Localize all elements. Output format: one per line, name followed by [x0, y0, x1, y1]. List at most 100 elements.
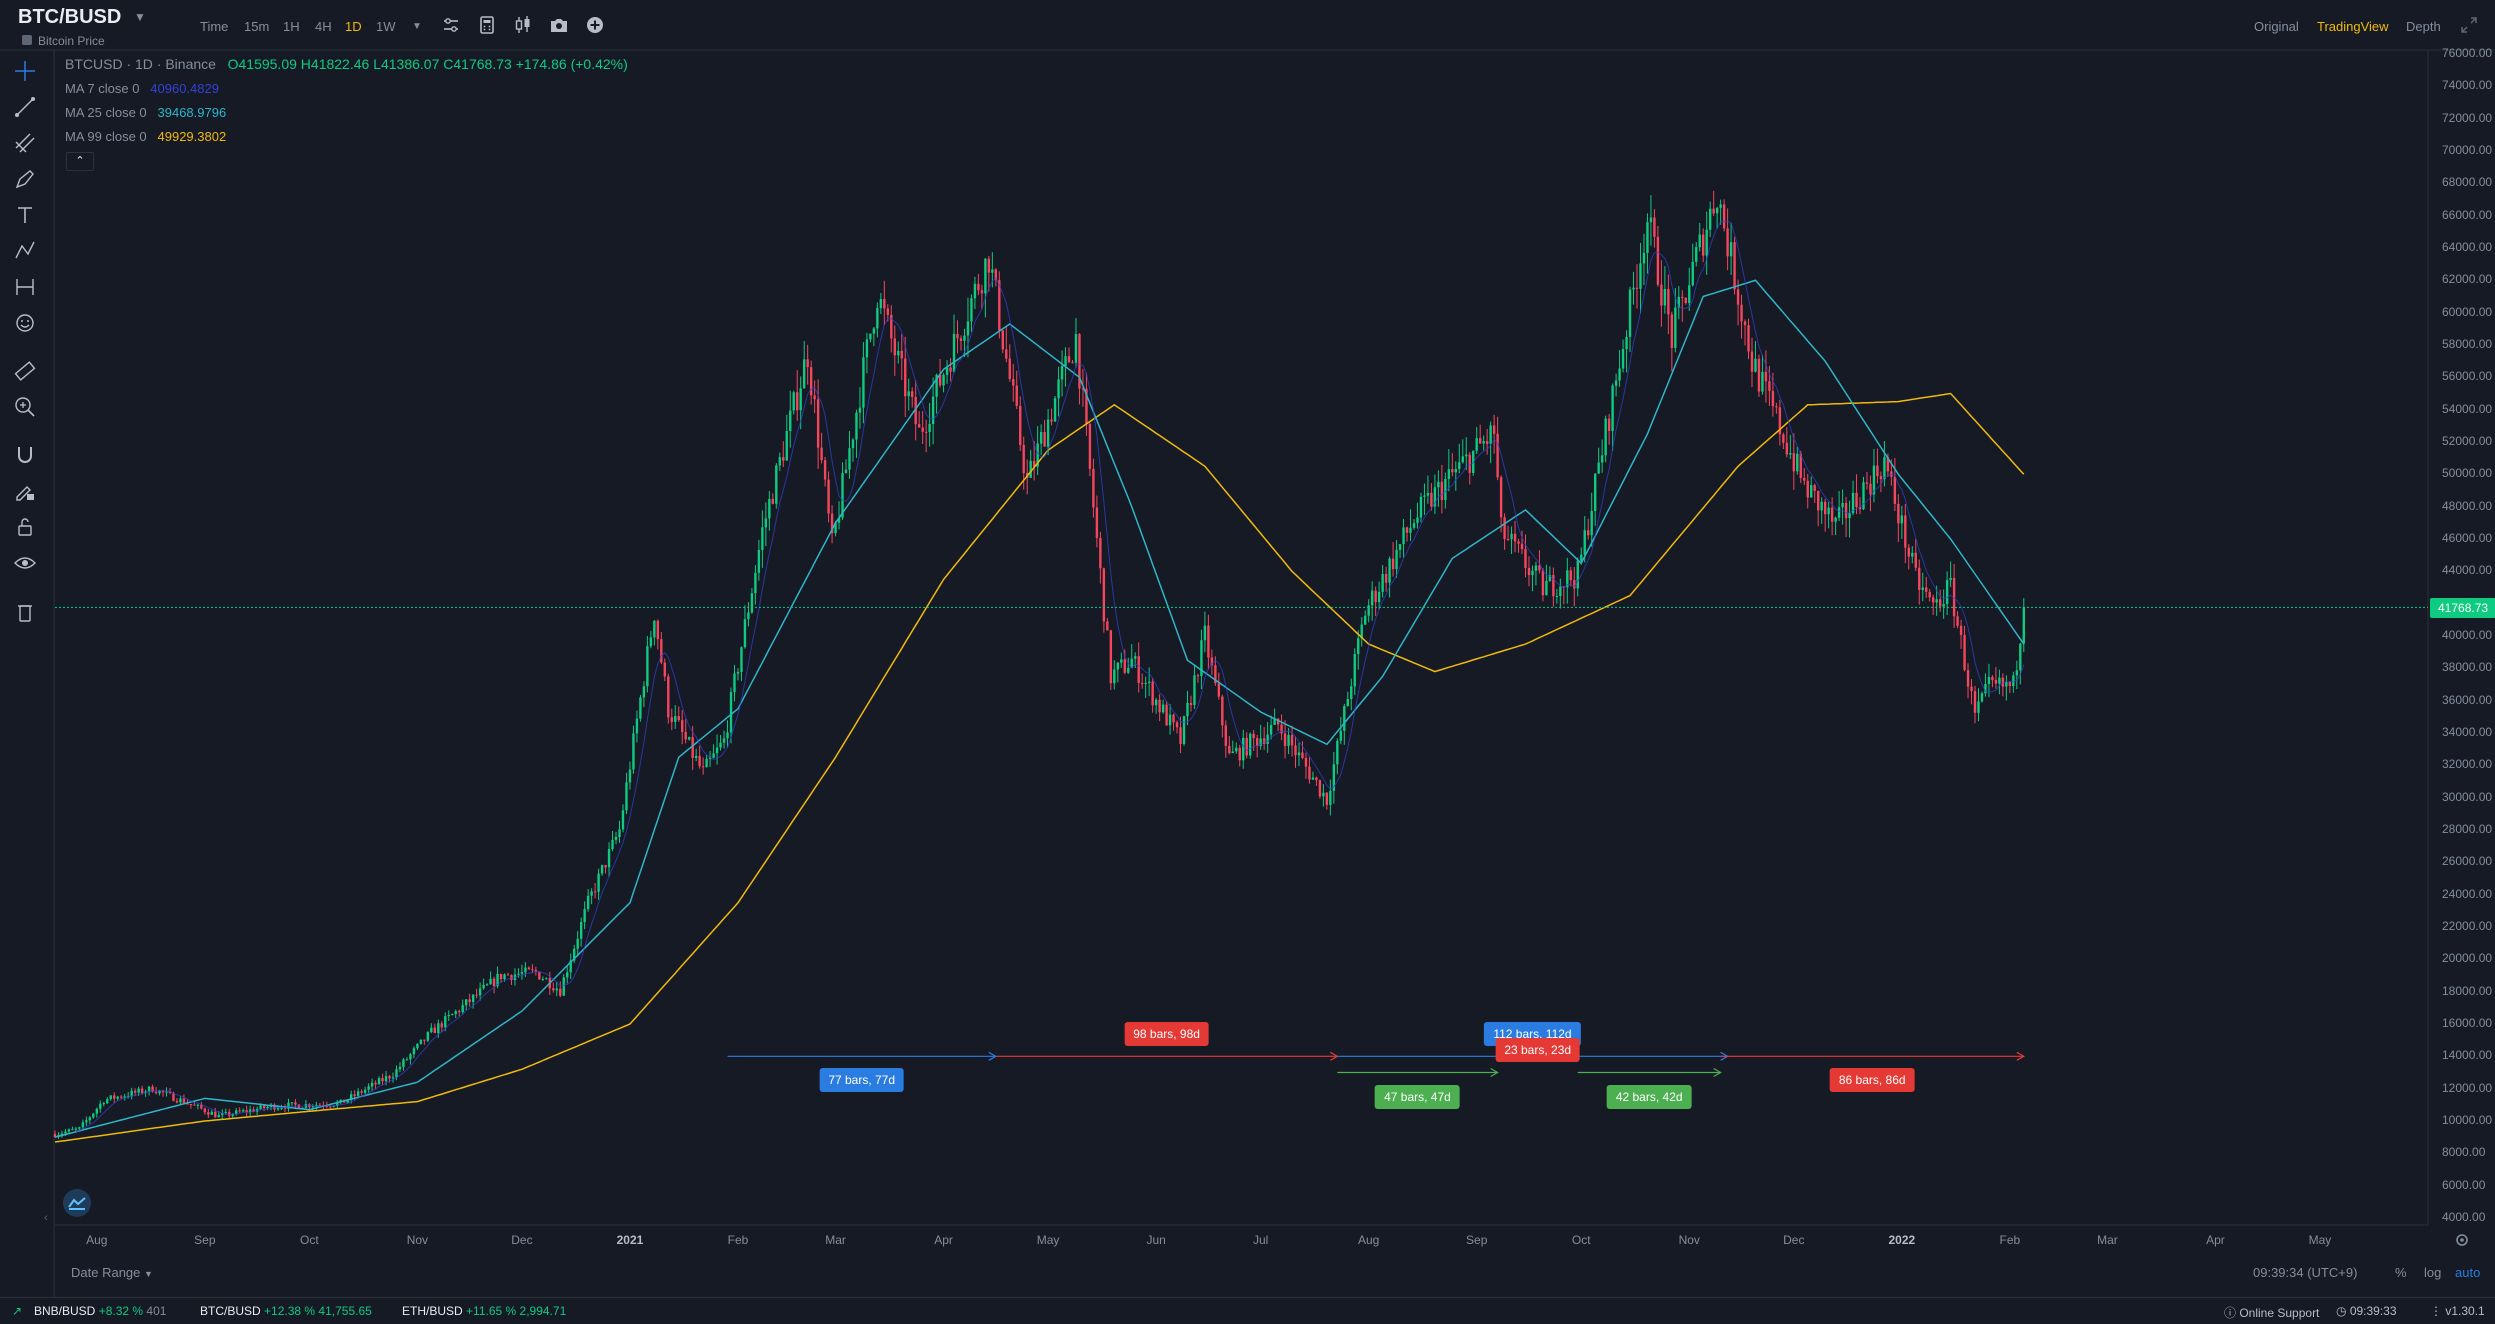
candle-body — [1844, 502, 1848, 519]
legend-ma7[interactable]: MA 7 close 0 40960.4829 — [65, 81, 219, 96]
candle-body — [642, 686, 646, 698]
legend-ma25[interactable]: MA 25 close 0 39468.9796 — [65, 105, 226, 120]
tradingview-logo-icon[interactable] — [62, 1188, 92, 1218]
candle-body — [1614, 380, 1618, 386]
candle-body — [1708, 208, 1712, 230]
candle-body — [1454, 468, 1458, 473]
magnet-icon[interactable] — [12, 442, 38, 468]
candlestick-type-icon[interactable] — [512, 14, 534, 36]
lock-drawing-icon[interactable] — [12, 478, 38, 504]
candle-body — [325, 1105, 328, 1107]
eye-icon[interactable] — [12, 550, 38, 576]
candle-body — [733, 673, 736, 693]
price-tick: 66000.00 — [2442, 207, 2493, 222]
candle-body — [1876, 465, 1879, 477]
candle-body — [956, 333, 959, 339]
settings-sliders-icon[interactable] — [440, 14, 462, 36]
view-tradingview-tab[interactable]: TradingView — [2317, 19, 2389, 34]
candle-body — [1489, 425, 1492, 444]
candle-body — [1827, 507, 1830, 515]
candle-body — [1534, 565, 1538, 571]
candle-body — [360, 1091, 363, 1093]
candle-body — [1775, 406, 1778, 408]
candle-body — [520, 972, 524, 974]
view-depth-tab[interactable]: Depth — [2406, 19, 2441, 34]
timeframe-1h[interactable]: 1H — [283, 19, 300, 34]
camera-icon[interactable] — [548, 14, 570, 36]
candle-body — [1949, 577, 1952, 581]
trash-icon[interactable] — [12, 600, 38, 626]
time-tick: Apr — [2206, 1233, 2225, 1247]
scroll-left-icon[interactable]: ‹ — [44, 1212, 48, 1224]
date-range-label: Date Range — [71, 1265, 141, 1280]
time-tick: Dec — [1783, 1233, 1805, 1247]
brush-icon[interactable] — [12, 166, 38, 192]
candle-body — [468, 999, 471, 1002]
symbol-dropdown-icon[interactable]: ▼ — [134, 10, 146, 24]
view-original-tab[interactable]: Original — [2254, 19, 2299, 34]
price-tick: 62000.00 — [2442, 272, 2493, 287]
candle-body — [611, 839, 614, 850]
axis-settings-gear-icon[interactable] — [2453, 1231, 2471, 1249]
timeframe-more-icon[interactable]: ▼ — [412, 21, 422, 32]
crosshair-icon[interactable] — [12, 58, 38, 84]
candle-body — [437, 1023, 440, 1034]
candle-body — [1294, 745, 1297, 756]
version: ⋮ v1.30.1 — [2430, 1304, 2485, 1318]
candle-body — [991, 269, 994, 273]
timeframe-1d[interactable]: 1D — [345, 19, 362, 34]
timeframe-time[interactable]: Time — [200, 19, 229, 34]
candle-body — [1747, 325, 1750, 352]
last-price-badge: 41768.73 — [2430, 598, 2495, 619]
unlock-icon[interactable] — [12, 514, 38, 540]
legend-ma99[interactable]: MA 99 close 0 49929.3802 — [65, 129, 226, 144]
candle-body — [959, 338, 963, 341]
timeframe-4h[interactable]: 4H — [315, 19, 332, 34]
timeframe-1w[interactable]: 1W — [376, 19, 396, 34]
candle-body — [677, 716, 680, 721]
candle-body — [834, 522, 837, 534]
candle-body — [1942, 604, 1945, 607]
candle-body — [541, 979, 545, 981]
candle-body — [545, 978, 548, 980]
candle-body — [1332, 764, 1336, 791]
add-indicator-icon[interactable] — [584, 14, 606, 36]
candle-body — [193, 1104, 196, 1106]
date-range-selector[interactable]: Date Range ▼ — [71, 1265, 153, 1280]
candle-body — [904, 358, 907, 397]
emoji-icon[interactable] — [12, 310, 38, 336]
ruler-icon[interactable] — [12, 358, 38, 384]
candle-body — [1928, 591, 1931, 598]
candle-body — [346, 1099, 349, 1103]
calculator-icon[interactable] — [476, 14, 498, 36]
measure-range-icon[interactable] — [12, 274, 38, 300]
timeframe-15m[interactable]: 15m — [244, 19, 270, 34]
legend-collapse-button[interactable]: ⌃ — [66, 152, 94, 171]
candle-body — [1538, 565, 1541, 571]
price-tick: 10000.00 — [2442, 1113, 2493, 1127]
candle-body — [2019, 643, 2022, 671]
trend-line-icon[interactable] — [12, 94, 38, 120]
zoom-in-icon[interactable] — [12, 394, 38, 420]
symbol-title[interactable]: BTC/BUSD — [18, 6, 122, 28]
candle-body — [987, 258, 991, 273]
candle-body — [799, 388, 802, 411]
fullscreen-icon[interactable] — [2458, 14, 2480, 36]
pattern-tool-icon[interactable] — [12, 238, 38, 264]
candle-body — [154, 1091, 158, 1094]
candle-body — [189, 1104, 193, 1106]
candle-body — [503, 974, 506, 980]
scale-auto-toggle[interactable]: auto — [2455, 1265, 2481, 1280]
scale-percent-toggle[interactable]: % — [2395, 1265, 2407, 1280]
scale-log-toggle[interactable]: log — [2424, 1265, 2442, 1280]
ticker-bnb[interactable]: BNB/BUSD +8.32 % 401 — [34, 1304, 166, 1318]
ticker-eth[interactable]: ETH/BUSD +11.65 % 2,994.71 — [402, 1304, 566, 1318]
candle-body — [336, 1102, 339, 1106]
text-tool-icon[interactable] — [12, 202, 38, 228]
candle-body — [618, 829, 621, 837]
fib-tools-icon[interactable] — [12, 130, 38, 156]
online-support-link[interactable]: ⓘ Online Support — [2224, 1306, 2320, 1320]
ticker-btc[interactable]: BTC/BUSD +12.38 % 41,755.65 — [200, 1304, 372, 1318]
candle-body — [374, 1082, 377, 1085]
